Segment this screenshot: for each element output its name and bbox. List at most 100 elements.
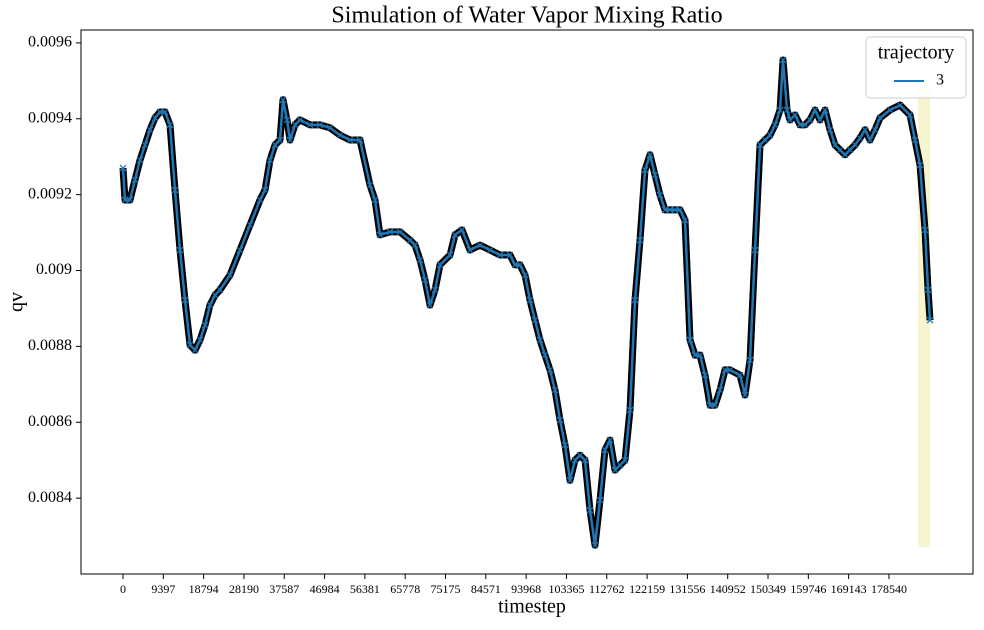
point-marker [551,386,559,394]
x-tick-label: 159746 [790,582,826,596]
x-tick-label: 37587 [269,582,299,596]
x-tick-label: 9397 [151,582,175,596]
point-marker [676,206,684,214]
point-marker [871,126,879,134]
point-marker [721,366,729,374]
point-marker [656,191,664,199]
point-marker [876,114,884,122]
x-tick-label: 140952 [710,582,746,596]
legend-box [865,36,967,99]
chart-title: Simulation of Water Vapor Mixing Ratio [331,3,722,29]
point-marker [646,151,654,159]
point-marker [416,256,424,264]
point-marker [306,121,314,129]
y-tick-label: 0.0096 [28,34,72,51]
point-marker [458,226,466,234]
point-marker [126,196,134,204]
point-marker [779,56,787,64]
x-tick-label: 75175 [431,582,461,596]
x-tick-label: 103365 [548,582,584,596]
point-marker [926,316,934,324]
point-marker [161,108,169,116]
x-tick-label: 65778 [390,582,420,596]
point-marker [136,156,144,164]
point-marker [924,286,932,294]
point-marker [141,141,149,149]
x-tick-label: 169143 [831,582,867,596]
point-marker [176,246,184,254]
point-marker [356,136,364,144]
point-marker [556,416,564,424]
point-marker [151,114,159,122]
x-tick-label: 56381 [350,582,380,596]
point-marker [119,164,127,172]
point-marker [316,121,324,129]
point-marker [601,446,609,454]
point-marker [546,366,554,374]
point-marker [666,206,674,214]
point-marker [346,136,354,144]
series-line-outline [119,56,934,549]
point-marker [906,111,914,119]
plot-frame [80,29,974,575]
y-tick-label: 0.009 [36,261,72,278]
legend-title: trajectory [878,42,955,64]
point-marker [581,456,589,464]
point-marker [591,541,599,549]
point-marker [621,456,629,464]
x-tick-label: 150349 [750,582,786,596]
point-marker [536,336,544,344]
x-tick-label: 18794 [189,582,219,596]
point-marker [476,241,484,249]
point-marker [216,286,224,294]
point-marker [816,116,824,124]
point-marker [691,351,699,359]
point-marker [606,436,614,444]
point-marker [851,141,859,149]
point-marker [626,406,634,414]
legend: trajectory 3 [865,36,967,99]
point-marker [641,166,649,174]
point-marker [426,301,434,309]
point-marker [191,346,199,354]
point-marker [661,206,669,214]
point-marker [811,106,819,114]
x-tick-label: 131556 [669,582,705,596]
point-marker [866,136,874,144]
point-marker [771,121,779,129]
point-marker [296,116,304,124]
x-axis-label: timestep [498,596,566,618]
x-tick-label: 178540 [871,582,907,596]
point-marker [371,196,379,204]
point-marker [561,441,569,449]
point-marker [596,496,604,504]
point-marker [266,156,274,164]
point-marker [681,216,689,224]
point-marker [826,126,834,134]
series-line [121,58,932,547]
point-marker [131,176,139,184]
point-marker [186,341,194,349]
point-marker [736,371,744,379]
point-marker [279,96,287,104]
point-marker [431,286,439,294]
point-marker [171,186,179,194]
point-marker [421,276,429,284]
point-marker [696,351,704,359]
x-tick-label: 122159 [629,582,665,596]
point-marker [726,366,734,374]
point-marker [541,351,549,359]
point-marker [511,261,519,269]
point-marker [746,356,754,364]
point-marker [791,111,799,119]
point-marker [446,251,454,259]
point-marker [206,301,214,309]
point-marker [516,261,524,269]
x-tick-label: 93968 [511,582,541,596]
point-marker [451,231,459,239]
point-marker [526,296,534,304]
point-marker [686,336,694,344]
point-marker [896,101,904,109]
point-marker [751,246,759,254]
